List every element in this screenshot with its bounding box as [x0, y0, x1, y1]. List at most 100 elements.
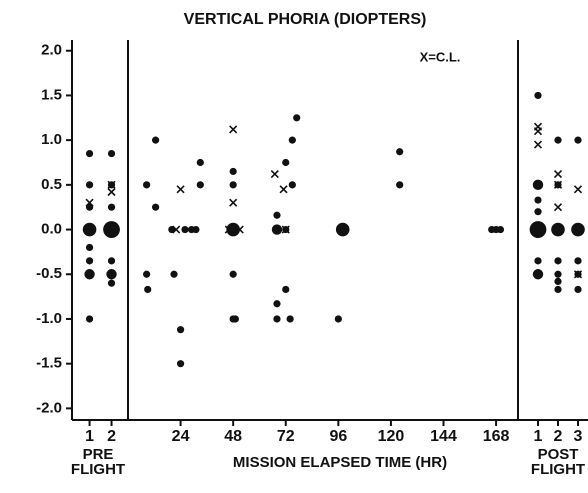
data-point [396, 181, 404, 189]
data-point [107, 203, 116, 211]
panel-label: FLIGHT [71, 461, 125, 478]
cross-point [85, 198, 94, 207]
y-tick-label: 0.0 [41, 221, 62, 238]
y-tick-label: 0.5 [41, 176, 62, 193]
data-point [534, 196, 542, 204]
x-tick-label: 2 [554, 428, 563, 445]
panel-label: MISSION ELAPSED TIME (HR) [233, 454, 447, 471]
data-point [271, 224, 283, 235]
data-point [571, 222, 585, 237]
data-point [196, 158, 204, 167]
data-point [282, 285, 290, 294]
data-point [293, 114, 301, 122]
data-point [288, 136, 296, 144]
x-tick-label: 24 [172, 428, 190, 445]
data-point [85, 257, 94, 265]
y-tick-label: 1.0 [41, 131, 62, 148]
chart-title: VERTICAL PHORIA (DIOPTERS) [184, 11, 427, 28]
data-point [229, 167, 237, 176]
x-tick-label: 96 [329, 428, 347, 445]
x-tick-label: 1 [534, 428, 543, 445]
data-point [85, 243, 94, 252]
data-point [196, 181, 204, 189]
data-point [107, 257, 116, 265]
panel-label: POST [538, 446, 579, 463]
data-point [288, 181, 296, 189]
cross-point [573, 185, 583, 194]
data-point [335, 222, 350, 237]
cross-point [235, 225, 244, 234]
x-tick-label: 1 [85, 428, 94, 445]
data-point [273, 300, 281, 308]
x-tick-label: 168 [483, 428, 510, 445]
cross-point [279, 185, 288, 194]
data-point [192, 225, 200, 234]
x-tick-label: 120 [378, 428, 405, 445]
data-point [152, 136, 160, 144]
data-point [534, 91, 542, 100]
data-point [82, 222, 97, 237]
y-tick-label: -1.5 [36, 355, 62, 372]
y-tick-label: -2.0 [36, 399, 62, 416]
data-point [85, 149, 94, 158]
cross-point [229, 198, 238, 207]
data-point [229, 270, 237, 278]
data-point [85, 315, 94, 323]
cross-point [553, 170, 563, 179]
data-point [143, 270, 151, 278]
data-point [106, 269, 117, 280]
data-point [152, 203, 160, 211]
data-point [554, 257, 562, 265]
data-point [170, 270, 178, 278]
cross-point [270, 170, 279, 179]
cross-point [107, 187, 116, 197]
panel-label: FLIGHT [531, 461, 585, 478]
data-point [532, 179, 544, 191]
y-tick-label: -1.0 [36, 310, 62, 327]
data-point [176, 326, 185, 334]
y-tick-label: -0.5 [36, 265, 62, 282]
data-point [534, 257, 542, 265]
data-point [231, 315, 239, 323]
cross-point [107, 180, 116, 189]
cross-point [281, 225, 290, 234]
x-tick-label: 72 [277, 428, 295, 445]
data-point [574, 285, 582, 294]
cross-point [573, 270, 583, 279]
y-tick-label: 1.5 [41, 86, 62, 103]
data-point [107, 149, 116, 158]
data-point [334, 315, 342, 323]
data-point [396, 148, 404, 156]
data-point [496, 225, 505, 234]
cross-point [533, 127, 543, 136]
cross-point [533, 140, 543, 149]
data-point [574, 257, 582, 265]
data-point [551, 222, 565, 237]
cross-point [224, 225, 233, 234]
data-point [85, 181, 94, 189]
cross-point [176, 185, 185, 194]
data-point [273, 211, 281, 219]
data-point [84, 269, 95, 280]
data-point [532, 269, 544, 280]
cross-point [553, 203, 563, 212]
data-point [554, 285, 562, 294]
cross-point [172, 225, 181, 234]
data-point [229, 181, 237, 189]
data-point [286, 315, 294, 323]
annotation: X=C.L. [420, 49, 461, 64]
data-point [554, 270, 562, 278]
x-tick-label: 144 [430, 428, 457, 445]
data-point [181, 225, 189, 234]
y-tick-label: 2.0 [41, 42, 62, 59]
x-tick-label: 2 [107, 428, 116, 445]
data-point [273, 315, 281, 323]
cross-point [553, 180, 563, 189]
data-point [144, 285, 152, 294]
data-point [554, 277, 562, 286]
panel-label: PRE [83, 446, 114, 463]
data-point [529, 221, 547, 238]
data-point [282, 158, 290, 167]
